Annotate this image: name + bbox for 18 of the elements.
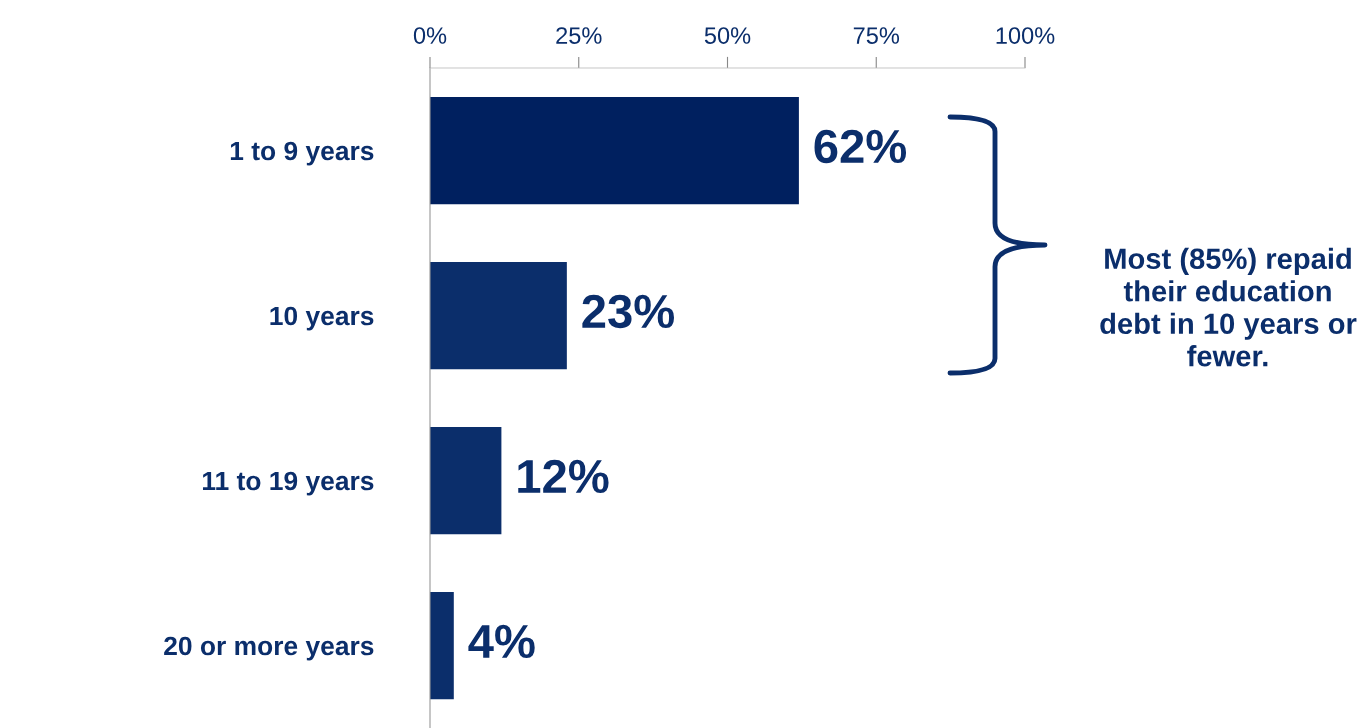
bar bbox=[430, 261, 567, 370]
data-label: 62% bbox=[814, 129, 907, 164]
data-label: 12% bbox=[518, 459, 609, 494]
y-tick-label: 10 years bbox=[270, 306, 374, 331]
x-tick-label: 100% bbox=[996, 27, 1055, 44]
data-label: 23% bbox=[582, 294, 675, 329]
data-label: 4% bbox=[468, 624, 535, 659]
bar bbox=[430, 426, 502, 535]
x-tick-label: 50% bbox=[704, 27, 751, 44]
y-tick-label: 20 or more years bbox=[164, 636, 374, 661]
y-tick-label: 11 to 19 years bbox=[202, 471, 374, 496]
bar bbox=[430, 591, 454, 700]
x-tick-label: 25% bbox=[556, 27, 602, 44]
y-tick-label: 1 to 9 years bbox=[230, 141, 374, 166]
x-tick-label: 0% bbox=[413, 27, 447, 44]
x-tick-label: 75% bbox=[853, 27, 900, 44]
bar bbox=[430, 96, 799, 205]
text: Most (85%) repaid their education debt in 10 years or fewer. bbox=[1100, 247, 1357, 367]
